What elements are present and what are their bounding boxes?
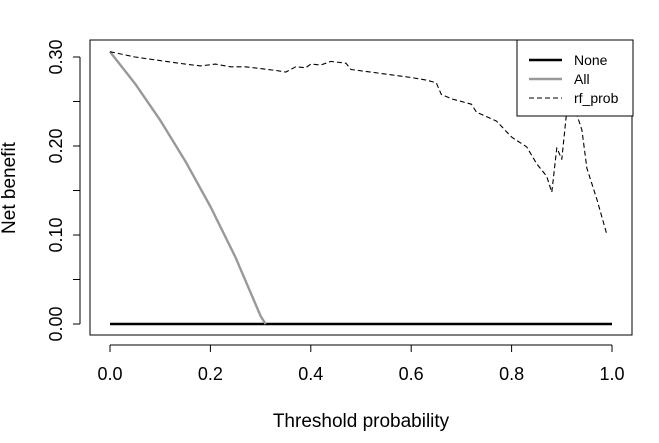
x-tick-label: 0.8 xyxy=(499,364,524,384)
y-tick-label: 0.20 xyxy=(46,128,66,163)
legend-label: None xyxy=(574,52,608,68)
legend-box xyxy=(516,39,634,117)
series-line-all xyxy=(109,50,267,325)
legend: None All rf_prob xyxy=(516,39,634,117)
series-layer xyxy=(109,50,612,326)
y-tick-label: 0.30 xyxy=(46,39,66,74)
series-line-rf-prob xyxy=(109,51,608,236)
legend-label: rf_prob xyxy=(574,90,619,106)
y-tick-label: 0.10 xyxy=(46,217,66,252)
x-tick-label: 0.2 xyxy=(198,364,223,384)
x-tick-label: 0.0 xyxy=(97,364,122,384)
y-axis: 0.00 0.10 0.20 0.30 xyxy=(46,39,81,342)
legend-label: All xyxy=(574,71,590,87)
y-tick-label: 0.00 xyxy=(46,306,66,341)
x-tick-label: 1.0 xyxy=(599,364,624,384)
x-tick-label: 0.4 xyxy=(298,364,323,384)
x-axis: 0.0 0.2 0.4 0.6 0.8 1.0 xyxy=(97,344,625,384)
y-axis-title: Net benefit xyxy=(0,141,20,234)
x-axis-title: Threshold probability xyxy=(273,411,450,432)
x-tick-label: 0.6 xyxy=(399,364,424,384)
plot-frame xyxy=(89,39,633,336)
